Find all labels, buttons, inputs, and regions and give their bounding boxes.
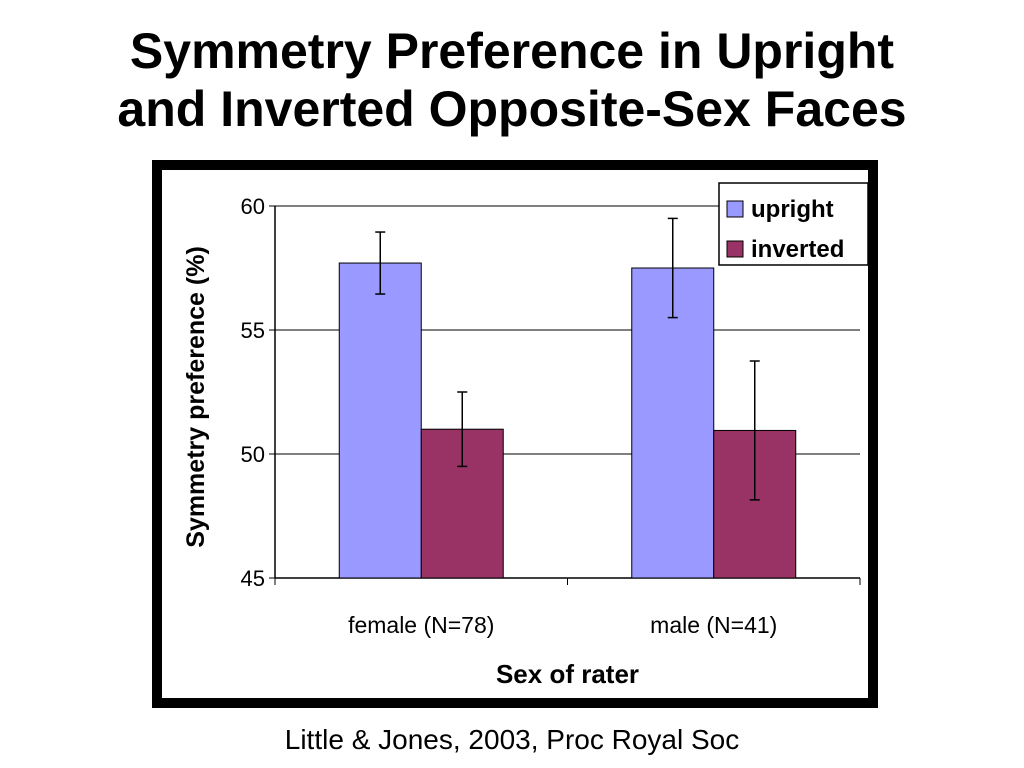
legend-swatch-inverted [726,240,744,258]
slide-title: Symmetry Preference in Upright and Inver… [0,22,1024,138]
y-tick-label: 45 [241,566,265,591]
chart-frame: 45 50 55 60 female (N=78) male (N=41) Sex of r… [152,160,878,708]
x-tick-label: male (N=41) [650,612,777,638]
citation: Little & Jones, 2003, Proc Royal Soc [284,724,740,755]
title-line-1: Symmetry Preference in Upright [129,23,895,79]
y-tick-label: 50 [241,442,265,467]
bar-upright [338,262,422,579]
legend-label-inverted: inverted [751,236,844,263]
x-axis-label: Sex of rater [496,659,639,689]
chart-area: 45 50 55 60 female (N=78) male (N=41) Sex of r… [162,170,868,698]
legend-label-upright: upright [751,196,834,223]
x-tick-label: female (N=78) [348,612,494,638]
y-axis-label: Symmetry preference (%) [182,246,210,548]
title-line-2: and Inverted Opposite-Sex Faces [117,81,907,137]
legend-box [718,182,868,266]
y-tick-label: 55 [241,318,265,343]
y-tick-label: 60 [241,194,265,219]
bar-chart: 45 50 55 60 female (N=78) male (N=41) Sex of r… [182,182,868,689]
legend-swatch-upright [726,200,744,218]
